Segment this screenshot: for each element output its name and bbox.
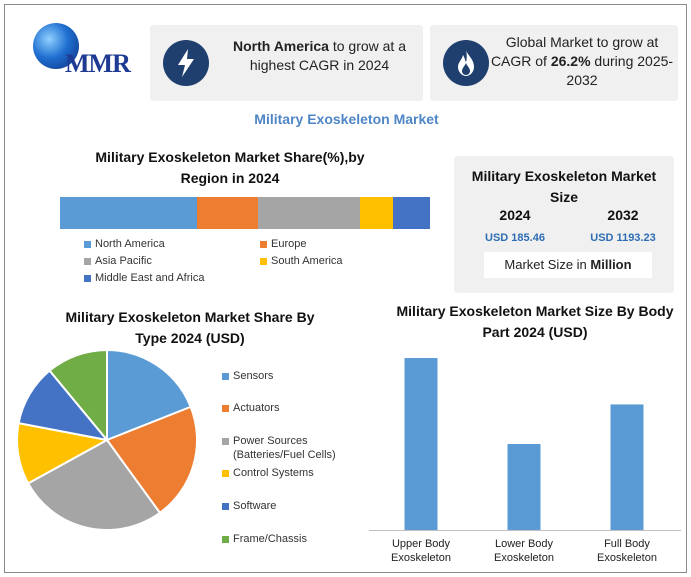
highlight-post-2: during 2025-2032 [566,53,674,88]
legend-label: Control Systems [233,467,314,479]
bodypart-chart-title: Military Exoskeleton Market Size By Body… [396,303,674,340]
region-segment-south-america [359,197,393,229]
type-legend-power-sources-batteries-fuel-cells: Power Sources (Batteries/Fuel Cells) [222,434,336,462]
legend-swatch [84,240,91,248]
region-legend-middle-east-and-africa: Middle East and Africa [84,272,204,284]
highlight-global-cagr: Global Market to grow at CAGR of 26.2% d… [430,25,678,101]
highlight-rest-1: to grow at a highest CAGR in 2024 [249,38,406,73]
region-segment-europe [196,197,258,229]
tick-label-line: Exoskeleton [597,552,657,564]
tick-label-line: Exoskeleton [391,552,451,564]
tick-label-line: Exoskeleton [494,552,554,564]
legend-label: Sensors [233,370,274,382]
region-stacked-bar [60,197,430,229]
note-bold: Million [590,257,632,272]
legend-label: (Batteries/Fuel Cells) [233,449,336,461]
legend-label: Asia Pacific [95,255,152,267]
highlight-north-america: North America to grow at a highest CAGR … [150,25,423,101]
type-legend-actuators: Actuators [222,401,279,415]
main-title: Military Exoskeleton Market [254,111,439,127]
market-size-box: Military Exoskeleton Market Size 2024 20… [454,156,674,293]
region-legend-asia-pacific: Asia Pacific [84,255,152,267]
logo-text: MMR [65,49,131,78]
market-size-note: Market Size in Million [484,252,652,278]
bodypart-bar-chart [369,358,681,531]
legend-label: Middle East and Africa [95,272,205,284]
year-2024: 2024 [499,207,531,223]
bar-full-body-exoskeleton [610,404,644,530]
bar-lower-body-exoskeleton [507,444,541,530]
legend-swatch [222,503,229,510]
legend-swatch [222,405,229,412]
type-pie-chart [16,348,198,531]
legend-swatch [222,536,229,543]
flame-icon [443,40,489,86]
note-pre: Market Size in [504,257,591,272]
legend-label: North America [95,238,165,250]
region-legend-north-america: North America [84,238,165,250]
legend-label: Europe [271,238,307,250]
pie-slice-sensors [106,348,192,442]
region-legend-south-america: South America [260,255,343,267]
globe-icon [33,23,79,69]
bar-upper-body-exoskeleton [404,358,438,530]
legend-label: South America [271,255,343,267]
year-2032: 2032 [607,207,639,223]
legend-label: Software [233,500,277,512]
legend-swatch [84,257,91,265]
region-chart-title: Military Exoskeleton Market Share(%),by … [95,149,365,186]
highlight-text-2: Global Market to grow at CAGR of 26.2% d… [488,33,676,90]
legend-swatch [260,257,267,265]
legend-label: Power Sources [233,435,308,447]
pie-slice-frame-chassis [48,348,108,443]
type-legend-frame-chassis: Frame/Chassis [222,532,307,546]
pie-slice-power-sources-batteries-fuel-cells [26,438,162,531]
value-2024: USD 185.46 [485,232,545,244]
highlight-pre-2: Global Market to grow at CAGR of [490,34,659,69]
region-segment-asia-pacific [257,197,360,229]
infographic-frame: MMR North America to grow at a highest C… [4,4,687,573]
legend-swatch [222,470,229,477]
highlight-text-1: North America to grow at a highest CAGR … [222,37,417,75]
tick-label-line: Lower Body [494,538,554,550]
value-2032: USD 1193.23 [590,232,656,244]
region-legend-europe: Europe [260,238,306,250]
legend-label: Frame/Chassis [233,533,307,545]
legend-swatch [260,240,267,248]
legend-swatch [84,274,91,282]
legend-swatch [222,373,229,380]
lightning-icon [163,40,209,86]
legend-swatch [222,438,229,445]
type-legend-sensors: Sensors [222,369,273,383]
region-segment-middle-east-and-africa [393,197,430,229]
pie-slice-actuators [105,405,198,515]
region-segment-north-america [60,197,197,229]
highlight-bold-1: North America [233,38,329,54]
tick-label-line: Full Body [604,538,650,550]
x-tick-label-lower-body-exoskeleton: Lower Body Exoskeleton [474,537,574,565]
x-tick-label-upper-body-exoskeleton: Upper Body Exoskeleton [371,537,471,565]
highlight-bold-2: 26.2% [550,53,591,69]
type-legend-control-systems: Control Systems [222,466,314,480]
tick-label-line: Upper Body [391,538,451,550]
x-tick-label-full-body-exoskeleton: Full Body Exoskeleton [577,537,677,565]
type-legend-software: Software [222,499,276,513]
legend-label: Actuators [233,402,280,414]
mmr-logo: MMR [21,21,133,83]
type-chart-title: Military Exoskeleton Market Share By Typ… [65,309,315,346]
market-size-title: Military Exoskeleton Market Size [471,168,657,205]
